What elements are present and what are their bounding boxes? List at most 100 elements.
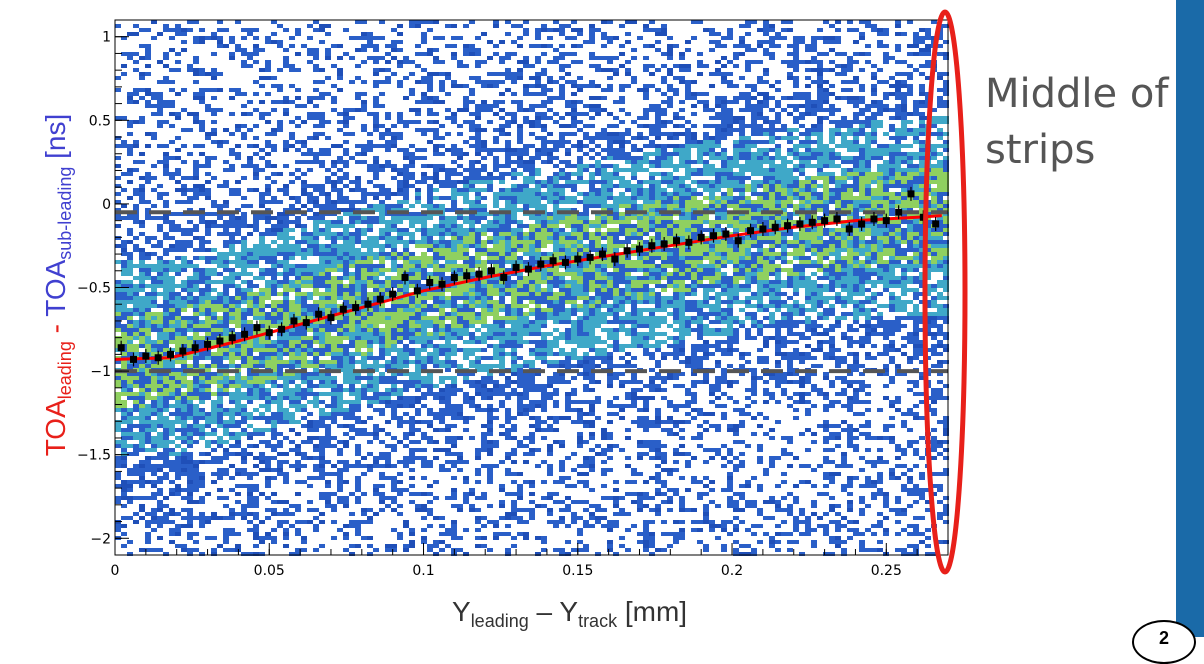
heatmap-cell — [541, 184, 547, 188]
heatmap-cell — [637, 220, 643, 224]
heatmap-cell — [859, 124, 865, 128]
heatmap-cell — [895, 112, 901, 116]
heatmap-cell — [799, 268, 805, 272]
heatmap-cell — [805, 216, 811, 220]
heatmap-cell — [445, 44, 451, 48]
heatmap-cell — [721, 164, 727, 168]
heatmap-cell — [373, 128, 379, 132]
heatmap-cell — [685, 164, 691, 168]
heatmap-cell — [805, 248, 811, 252]
heatmap-cell — [679, 228, 685, 232]
heatmap-cell — [817, 108, 823, 112]
heatmap-cell — [289, 64, 295, 68]
heatmap-cell — [283, 248, 289, 252]
heatmap-cell — [403, 268, 409, 272]
heatmap-cell — [373, 204, 379, 208]
heatmap-cell — [481, 156, 487, 160]
heatmap-cell — [337, 72, 343, 76]
heatmap-cell — [211, 96, 217, 100]
heatmap-cell — [697, 64, 703, 68]
heatmap-cell — [577, 220, 583, 224]
heatmap-cell — [805, 44, 811, 48]
heatmap-cell — [535, 32, 541, 36]
heatmap-cell — [643, 28, 649, 32]
heatmap-cell — [469, 128, 475, 132]
heatmap-cell — [541, 208, 547, 212]
heatmap-cell — [121, 140, 127, 144]
heatmap-cell — [811, 124, 817, 128]
heatmap-cell — [745, 160, 751, 164]
heatmap-cell — [199, 240, 205, 244]
heatmap-cell — [397, 264, 403, 268]
heatmap-cell — [667, 232, 673, 236]
heatmap-cell — [655, 236, 661, 240]
heatmap-cell — [181, 240, 187, 244]
heatmap-cell — [745, 68, 751, 72]
heatmap-cell — [637, 216, 643, 220]
heatmap-cell — [877, 208, 883, 212]
heatmap-cell — [529, 192, 535, 196]
heatmap-cell — [307, 192, 313, 196]
heatmap-cell — [583, 212, 589, 216]
heatmap-cell — [739, 140, 745, 144]
heatmap-cell — [301, 248, 307, 252]
heatmap-cell — [331, 96, 337, 100]
heatmap-cell — [475, 220, 481, 224]
heatmap-cell — [409, 164, 415, 168]
heatmap-cell — [715, 156, 721, 160]
heatmap-cell — [241, 260, 247, 264]
heatmap-cell — [895, 236, 901, 240]
heatmap-cell — [175, 116, 181, 120]
heatmap-cell — [193, 116, 199, 120]
heatmap-cell — [673, 204, 679, 208]
heatmap-cell — [823, 148, 829, 152]
heatmap-cell — [769, 232, 775, 236]
heatmap-cell — [577, 44, 583, 48]
heatmap-cell — [901, 116, 907, 120]
heatmap-cell — [787, 220, 793, 224]
heatmap-cell — [721, 124, 727, 128]
heatmap-cell — [895, 184, 901, 188]
heatmap-cell — [397, 228, 403, 232]
heatmap-cell — [763, 216, 769, 220]
heatmap-cell — [889, 180, 895, 184]
heatmap-cell — [433, 268, 439, 272]
heatmap-cell — [835, 228, 841, 232]
heatmap-cell — [115, 116, 121, 120]
heatmap-cell — [709, 220, 715, 224]
heatmap-cell — [247, 32, 253, 36]
heatmap-cell — [775, 256, 781, 260]
heatmap-cell — [427, 112, 433, 116]
heatmap-cell — [739, 228, 745, 232]
heatmap-cell — [589, 204, 595, 208]
heatmap-cell — [481, 208, 487, 212]
heatmap-cell — [475, 192, 481, 196]
heatmap-cell — [901, 208, 907, 212]
heatmap-cell — [199, 272, 205, 276]
heatmap-cell — [871, 88, 877, 92]
heatmap-cell — [307, 240, 313, 244]
heatmap-cell — [559, 216, 565, 220]
heatmap-cell — [883, 176, 889, 180]
heatmap-cell — [397, 204, 403, 208]
heatmap-cell — [679, 180, 685, 184]
heatmap-cell — [925, 60, 931, 64]
heatmap-cell — [421, 176, 427, 180]
heatmap-cell — [199, 268, 205, 272]
heatmap-cell — [895, 232, 901, 236]
heatmap-cell — [685, 220, 691, 224]
heatmap-cell — [643, 204, 649, 208]
heatmap-cell — [619, 24, 625, 28]
heatmap-cell — [259, 268, 265, 272]
heatmap-cell — [721, 72, 727, 76]
heatmap-cell — [919, 52, 925, 56]
heatmap-cell — [463, 84, 469, 88]
heatmap-cell — [625, 132, 631, 136]
heatmap-cell — [697, 52, 703, 56]
heatmap-cell — [247, 272, 253, 276]
heatmap-cell — [919, 152, 925, 156]
heatmap-cell — [349, 180, 355, 184]
heatmap-cell — [115, 164, 121, 168]
heatmap-cell — [601, 192, 607, 196]
heatmap-cell — [403, 192, 409, 196]
